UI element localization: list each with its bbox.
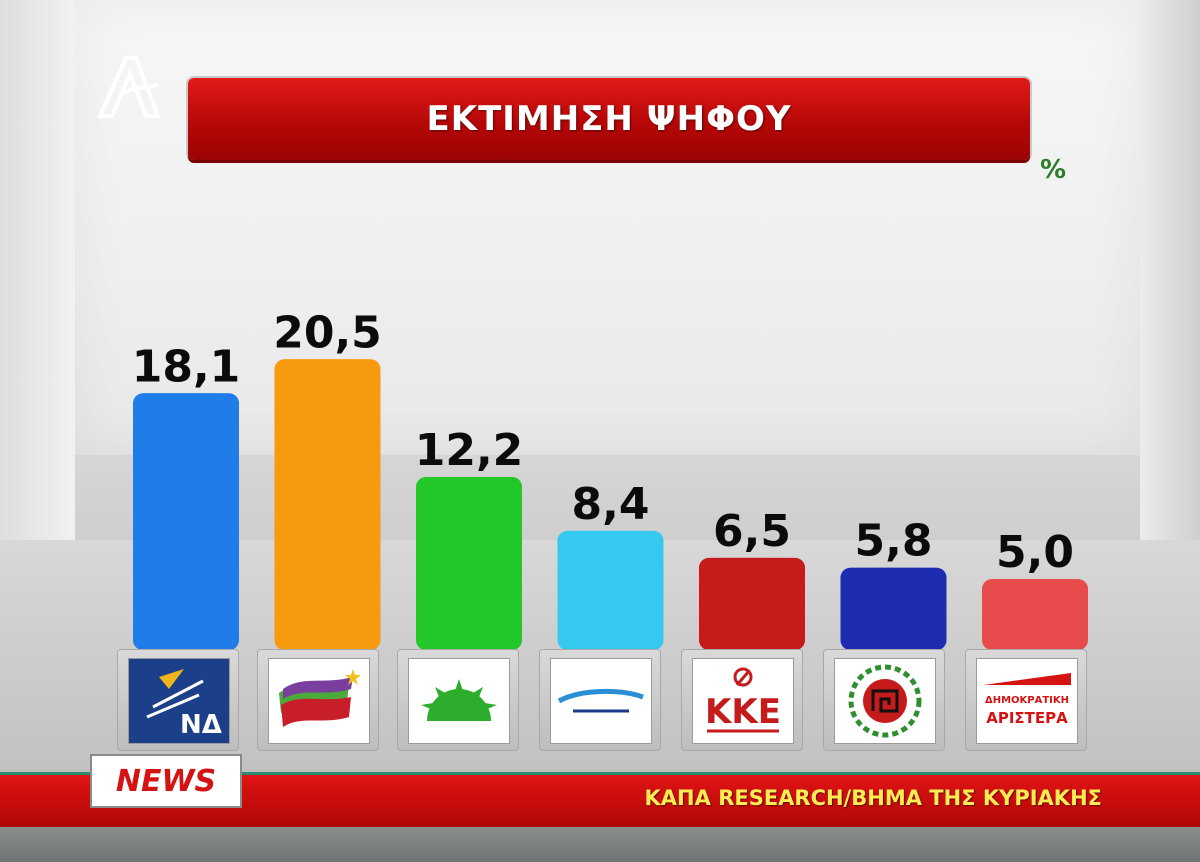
meander-wreath-icon (848, 664, 922, 738)
party-logo-dimar: ΔΗΜΟΚΡΑΤΙΚΗ ΑΡΙΣΤΕΡΑ (966, 650, 1086, 750)
party-logo-nd: ΝΔ (118, 650, 238, 750)
channel-logo (96, 56, 161, 118)
bar-value-label-7: 5,0 (996, 527, 1074, 578)
bar-value-label-1: 18,1 (132, 341, 241, 392)
bar-value-label-4: 8,4 (572, 479, 650, 530)
bottom-floor (0, 827, 1200, 862)
party-logo-anel (540, 650, 660, 750)
title-bar: ΕΚΤΙΜΗΣΗ ΨΗΦΟΥ (188, 78, 1030, 160)
bar-3 (416, 476, 522, 650)
party-logo-kke: ΚΚΕ (682, 650, 802, 750)
studio-left-panel (0, 0, 75, 640)
news-badge: NEWS (90, 754, 242, 808)
bar-2 (274, 359, 381, 650)
pasok-sun-icon (421, 679, 497, 721)
chart-title: ΕΚΤΙΜΗΣΗ ΨΗΦΟΥ (426, 99, 792, 139)
party-logo-xa (824, 650, 944, 750)
kke-logo-text: ΚΚΕ (705, 692, 781, 732)
bar-7 (982, 579, 1088, 650)
unit-label: % (1040, 155, 1067, 185)
bar-4 (557, 530, 664, 650)
bar-value-label-6: 5,8 (855, 516, 933, 567)
poll-source: ΚΑΠΑ RESEARCH/ΒΗΜΑ ΤΗΣ ΚΥΡΙΑΚΗΣ (644, 786, 1102, 810)
bar-value-label-3: 12,2 (415, 425, 524, 476)
anel-logo-icon (557, 688, 644, 713)
bar-5 (699, 557, 805, 650)
bar-1 (133, 393, 239, 650)
studio-right-panel (1140, 0, 1200, 640)
dimar-logo-icon: ΔΗΜΟΚΡΑΤΙΚΗ ΑΡΙΣΤΕΡΑ (983, 673, 1071, 727)
bar-value-label-2: 20,5 (273, 307, 382, 358)
dimar-logo-text-top: ΔΗΜΟΚΡΑΤΙΚΗ (985, 695, 1069, 706)
nd-logo-text: ΝΔ (180, 710, 222, 740)
bar-6 (840, 567, 947, 650)
bar-value-label-5: 6,5 (713, 506, 791, 557)
syriza-flags-icon (279, 669, 361, 727)
party-logo-pasok (398, 650, 518, 750)
studio-backdrop (75, 0, 1140, 455)
nd-torch-icon: ΝΔ (146, 669, 222, 740)
dimar-logo-text-bottom: ΑΡΙΣΤΕΡΑ (986, 709, 1068, 727)
kke-hammer-sickle-icon: ΚΚΕ (705, 667, 781, 733)
party-logo-syriza (258, 650, 378, 750)
